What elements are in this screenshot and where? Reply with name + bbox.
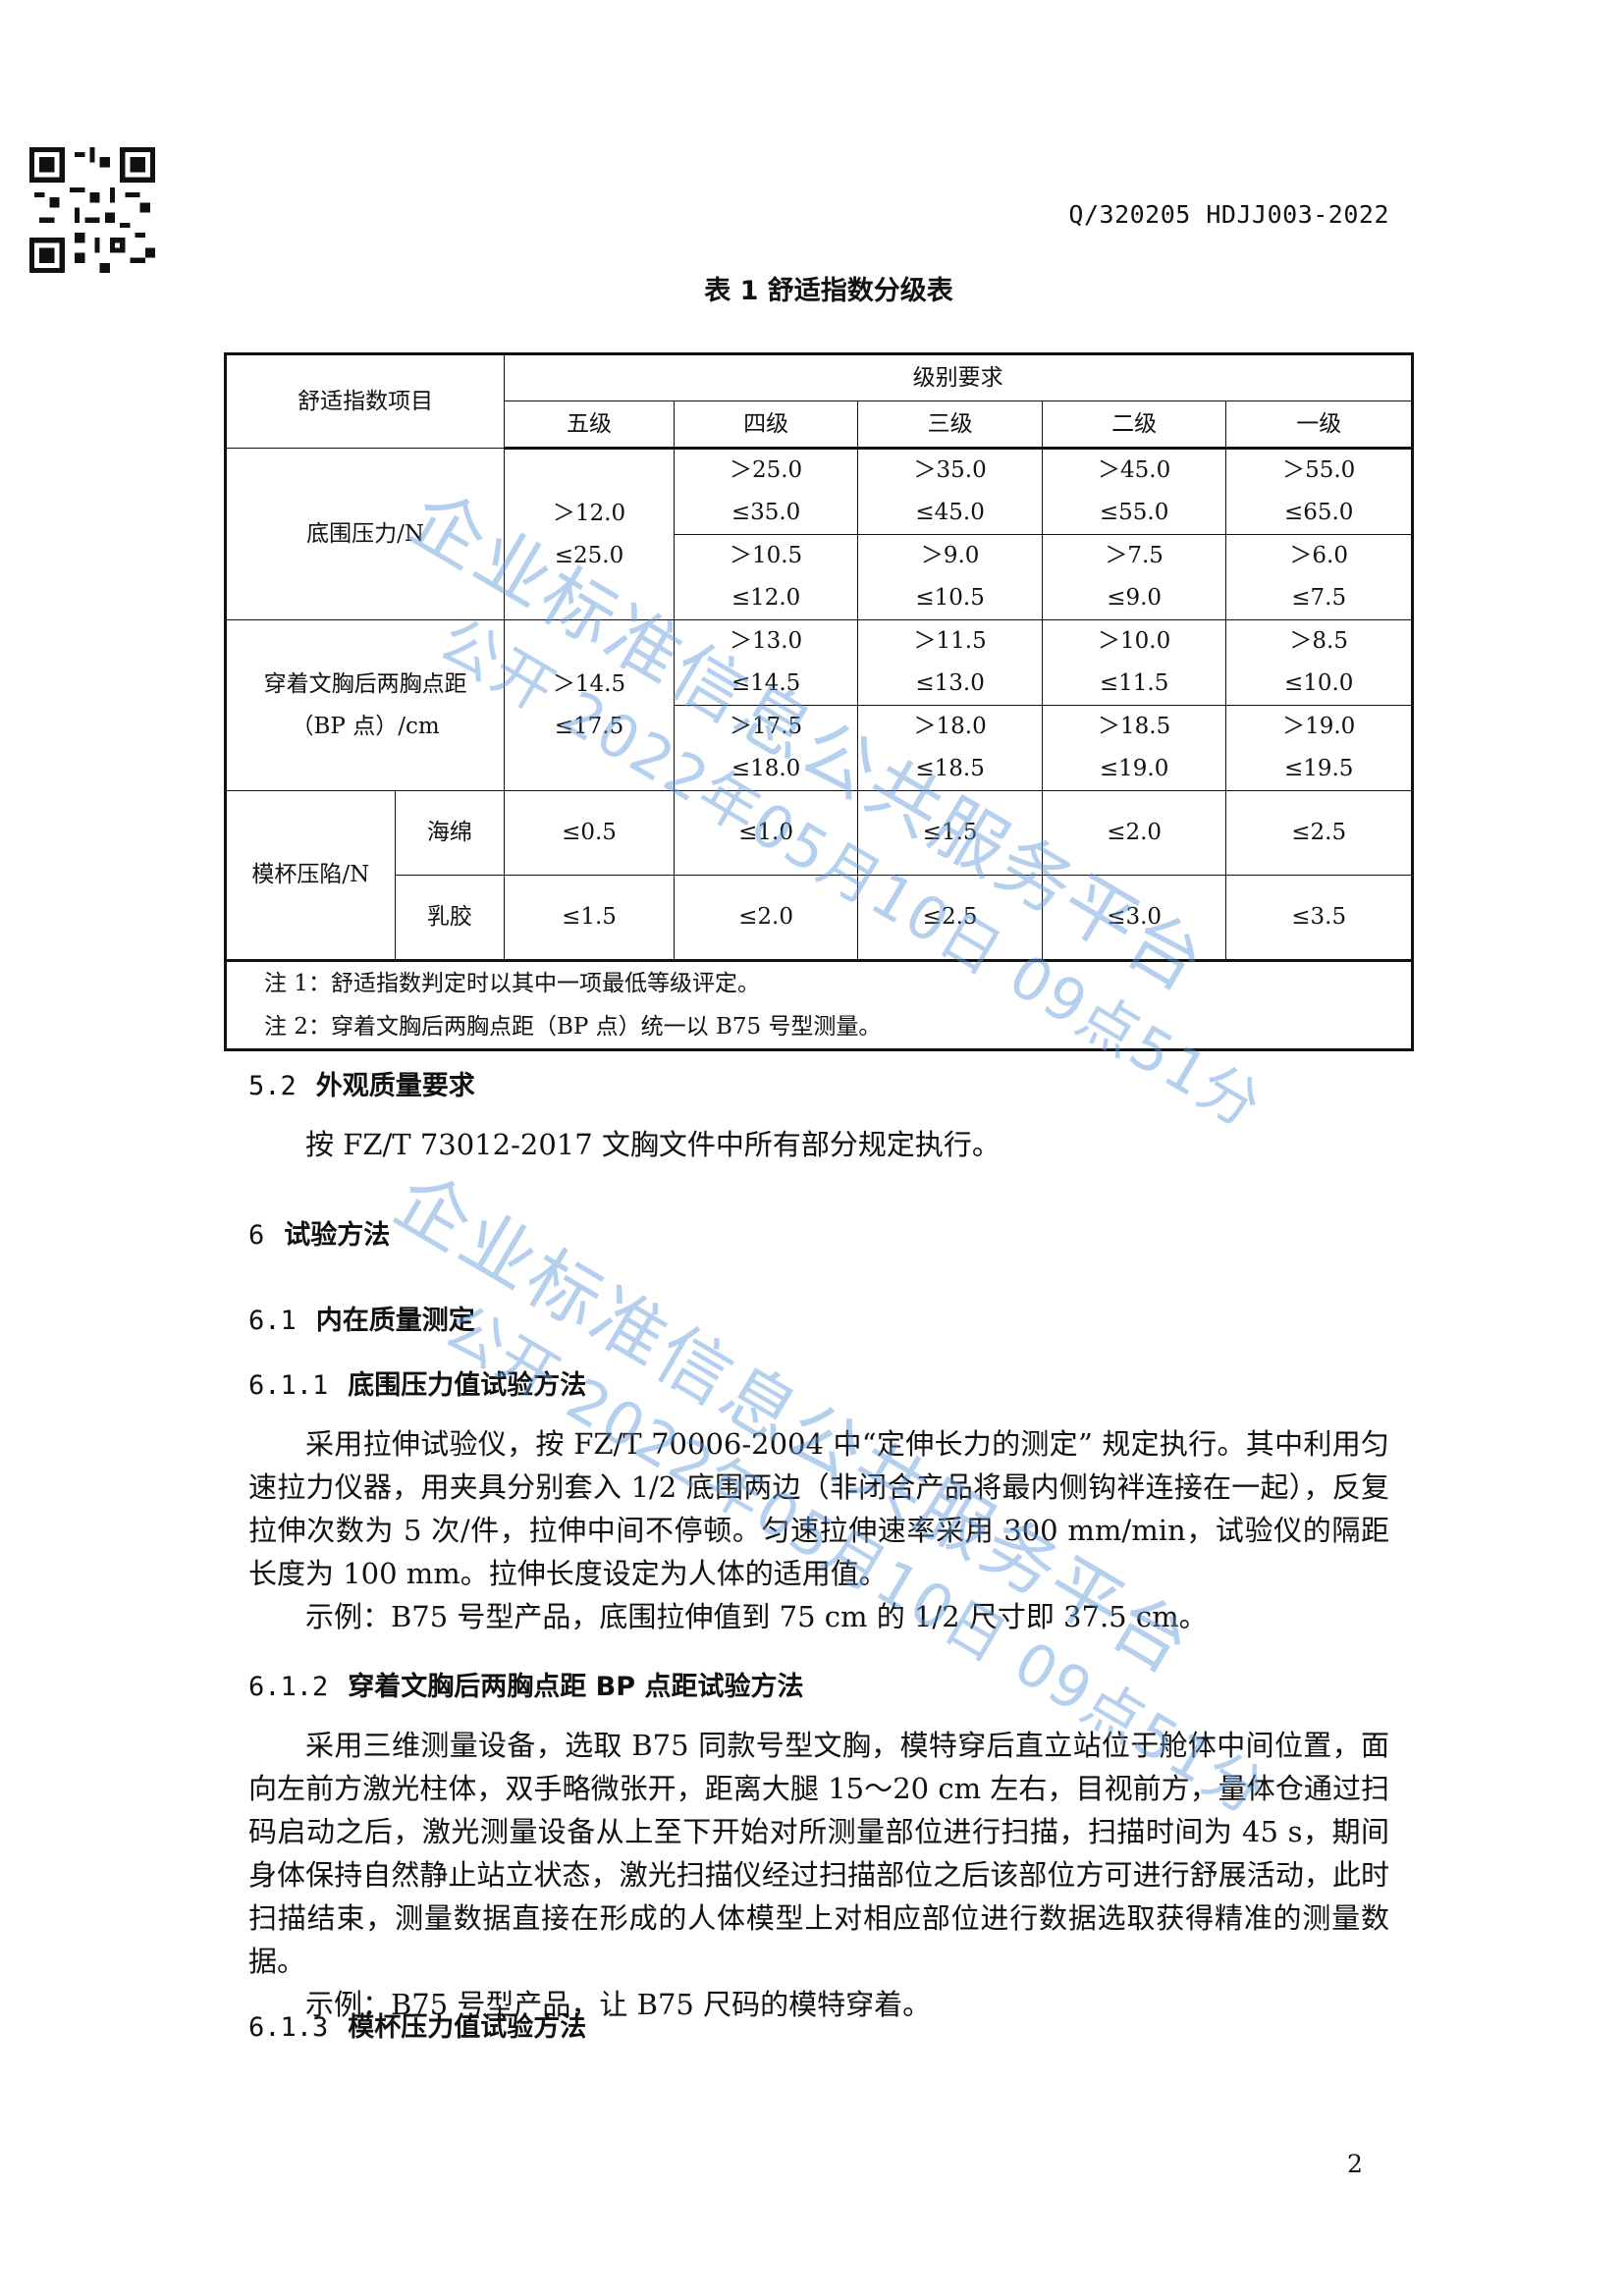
table-cell: ＞11.5 ≤13.0 <box>857 619 1043 706</box>
table-cell: ≤1.0 <box>673 790 859 876</box>
section-6-1-3-heading: 6.1.3 模杯压力值试验方法 <box>248 2012 587 2043</box>
table-cell: ＞19.0 ≤19.5 <box>1225 705 1413 791</box>
table-cell: ＞6.0 ≤7.5 <box>1225 534 1413 620</box>
table-row: 底围压力/N ＞12.0 ≤25.0 ＞25.0 ≤35.0 ＞35.0 ≤45.0 … <box>224 448 1413 620</box>
table-cell: ≤0.5 <box>504 790 675 876</box>
table-row: 乳胶 ≤1.5 ≤2.0 ≤2.5 ≤3.0 ≤3.5 <box>226 875 1413 961</box>
table-cell: ≤2.0 <box>673 875 859 961</box>
table-cell: ＞35.0 ≤45.0 <box>857 448 1043 535</box>
table-notes: 注 1：舒适指数判定时以其中一项最低等级评定。注 2：穿着文胸后两胸点距（BP … <box>225 959 1413 1050</box>
cup-label: 模杯压陷/N <box>225 790 396 961</box>
table-cell: ＞13.0 ≤14.5 <box>673 619 859 706</box>
table-row: 模杯压陷/N 海绵 ≤0.5 ≤1.0 ≤1.5 ≤2.0 ≤2.5 <box>225 790 1413 961</box>
page-number: 2 <box>1347 2150 1363 2178</box>
table-cell: ＞8.5 ≤10.0 <box>1225 619 1413 706</box>
table-cell: ＞25.0 ≤35.0 <box>673 448 859 535</box>
table-cell: ＞10.5 ≤12.0 <box>673 534 859 620</box>
table-cell: ≤2.5 <box>857 875 1043 961</box>
table-cell: ＞7.5 ≤9.0 <box>1041 534 1227 620</box>
item-header: 舒适指数项目 <box>224 353 506 449</box>
table-row: ＞17.5 ≤18.0 ＞18.0 ≤18.5 ＞18.5 ≤19.0 ＞19.0 ≤1… <box>226 705 1413 791</box>
latex-label: 乳胶 <box>394 875 506 961</box>
grade-header: 二级 <box>1041 400 1227 450</box>
table-cell: ＞18.0 ≤18.5 <box>857 705 1043 791</box>
table-cell: ＞17.5 ≤18.0 <box>673 705 859 791</box>
grade-group-header: 级别要求 <box>504 353 1413 401</box>
table-cell: ＞10.0 ≤11.5 <box>1041 619 1227 706</box>
grade-header: 五级 <box>504 400 675 450</box>
section-5-2-text: 按 FZ/T 73012-2017 文胸文件中所有部分规定执行。 <box>305 1128 1001 1161</box>
comfort-grade-table: 舒适指数项目 级别要求 五级 四级 三级 二级 一级 底围压力/N ＞12.0 ≤… <box>224 352 1414 1051</box>
table-cell: ＞12.0 ≤25.0 <box>504 448 675 620</box>
section-6-1-2-heading: 6.1.2 穿着文胸后两胸点距 BP 点距试验方法 <box>248 1672 804 1702</box>
grade-header: 一级 <box>1225 400 1413 450</box>
table-cell: ＞55.0 ≤65.0 <box>1225 448 1413 535</box>
grade-header: 三级 <box>857 400 1043 450</box>
grade-header: 四级 <box>673 400 859 450</box>
qr-code <box>29 147 155 273</box>
table-cell: ＞14.5 ≤17.5 <box>504 619 675 791</box>
underbust-label: 底围压力/N <box>224 448 506 620</box>
section-6-1-2-text: 采用三维测量设备，选取 B75 同款号型文胸，模特穿后直立站位于舱体中间位置，面… <box>248 1729 1389 2021</box>
table-cell: ≤1.5 <box>504 875 675 961</box>
section-6-1-1-heading: 6.1.1 底围压力值试验方法 <box>248 1370 587 1401</box>
table-cell: ≤1.5 <box>857 790 1043 876</box>
table-title: 表 1 舒适指数分级表 <box>704 276 953 306</box>
section-5-2-heading: 5.2 外观质量要求 <box>248 1071 475 1101</box>
section-6-heading: 6 试验方法 <box>248 1220 391 1251</box>
sponge-label: 海绵 <box>394 790 506 876</box>
table-row: ＞10.5 ≤12.0 ＞9.0 ≤10.5 ＞7.5 ≤9.0 ＞6.0 ≤7.5 <box>226 534 1413 620</box>
standard-code: Q/320205 HDJJ003-2022 <box>1068 200 1389 229</box>
table-cell: ≤2.0 <box>1041 790 1227 876</box>
table-cell: ＞45.0 ≤55.0 <box>1041 448 1227 535</box>
table-cell: ≤3.0 <box>1041 875 1227 961</box>
section-6-1-heading: 6.1 内在质量测定 <box>248 1306 475 1336</box>
section-6-1-1-text: 采用拉伸试验仪，按 FZ/T 70006-2004 中“定伸长力的测定” 规定执… <box>248 1427 1389 1633</box>
table-row: 穿着文胸后两胸点距 （BP 点）/cm ＞14.5 ≤17.5 ＞13.0 ≤14.5… <box>224 619 1413 791</box>
table-cell: ＞18.5 ≤19.0 <box>1041 705 1227 791</box>
table-cell: ≤2.5 <box>1225 790 1413 876</box>
table-cell: ＞9.0 ≤10.5 <box>857 534 1043 620</box>
table-cell: ≤3.5 <box>1225 875 1413 961</box>
bp-label: 穿着文胸后两胸点距 （BP 点）/cm <box>224 619 506 791</box>
